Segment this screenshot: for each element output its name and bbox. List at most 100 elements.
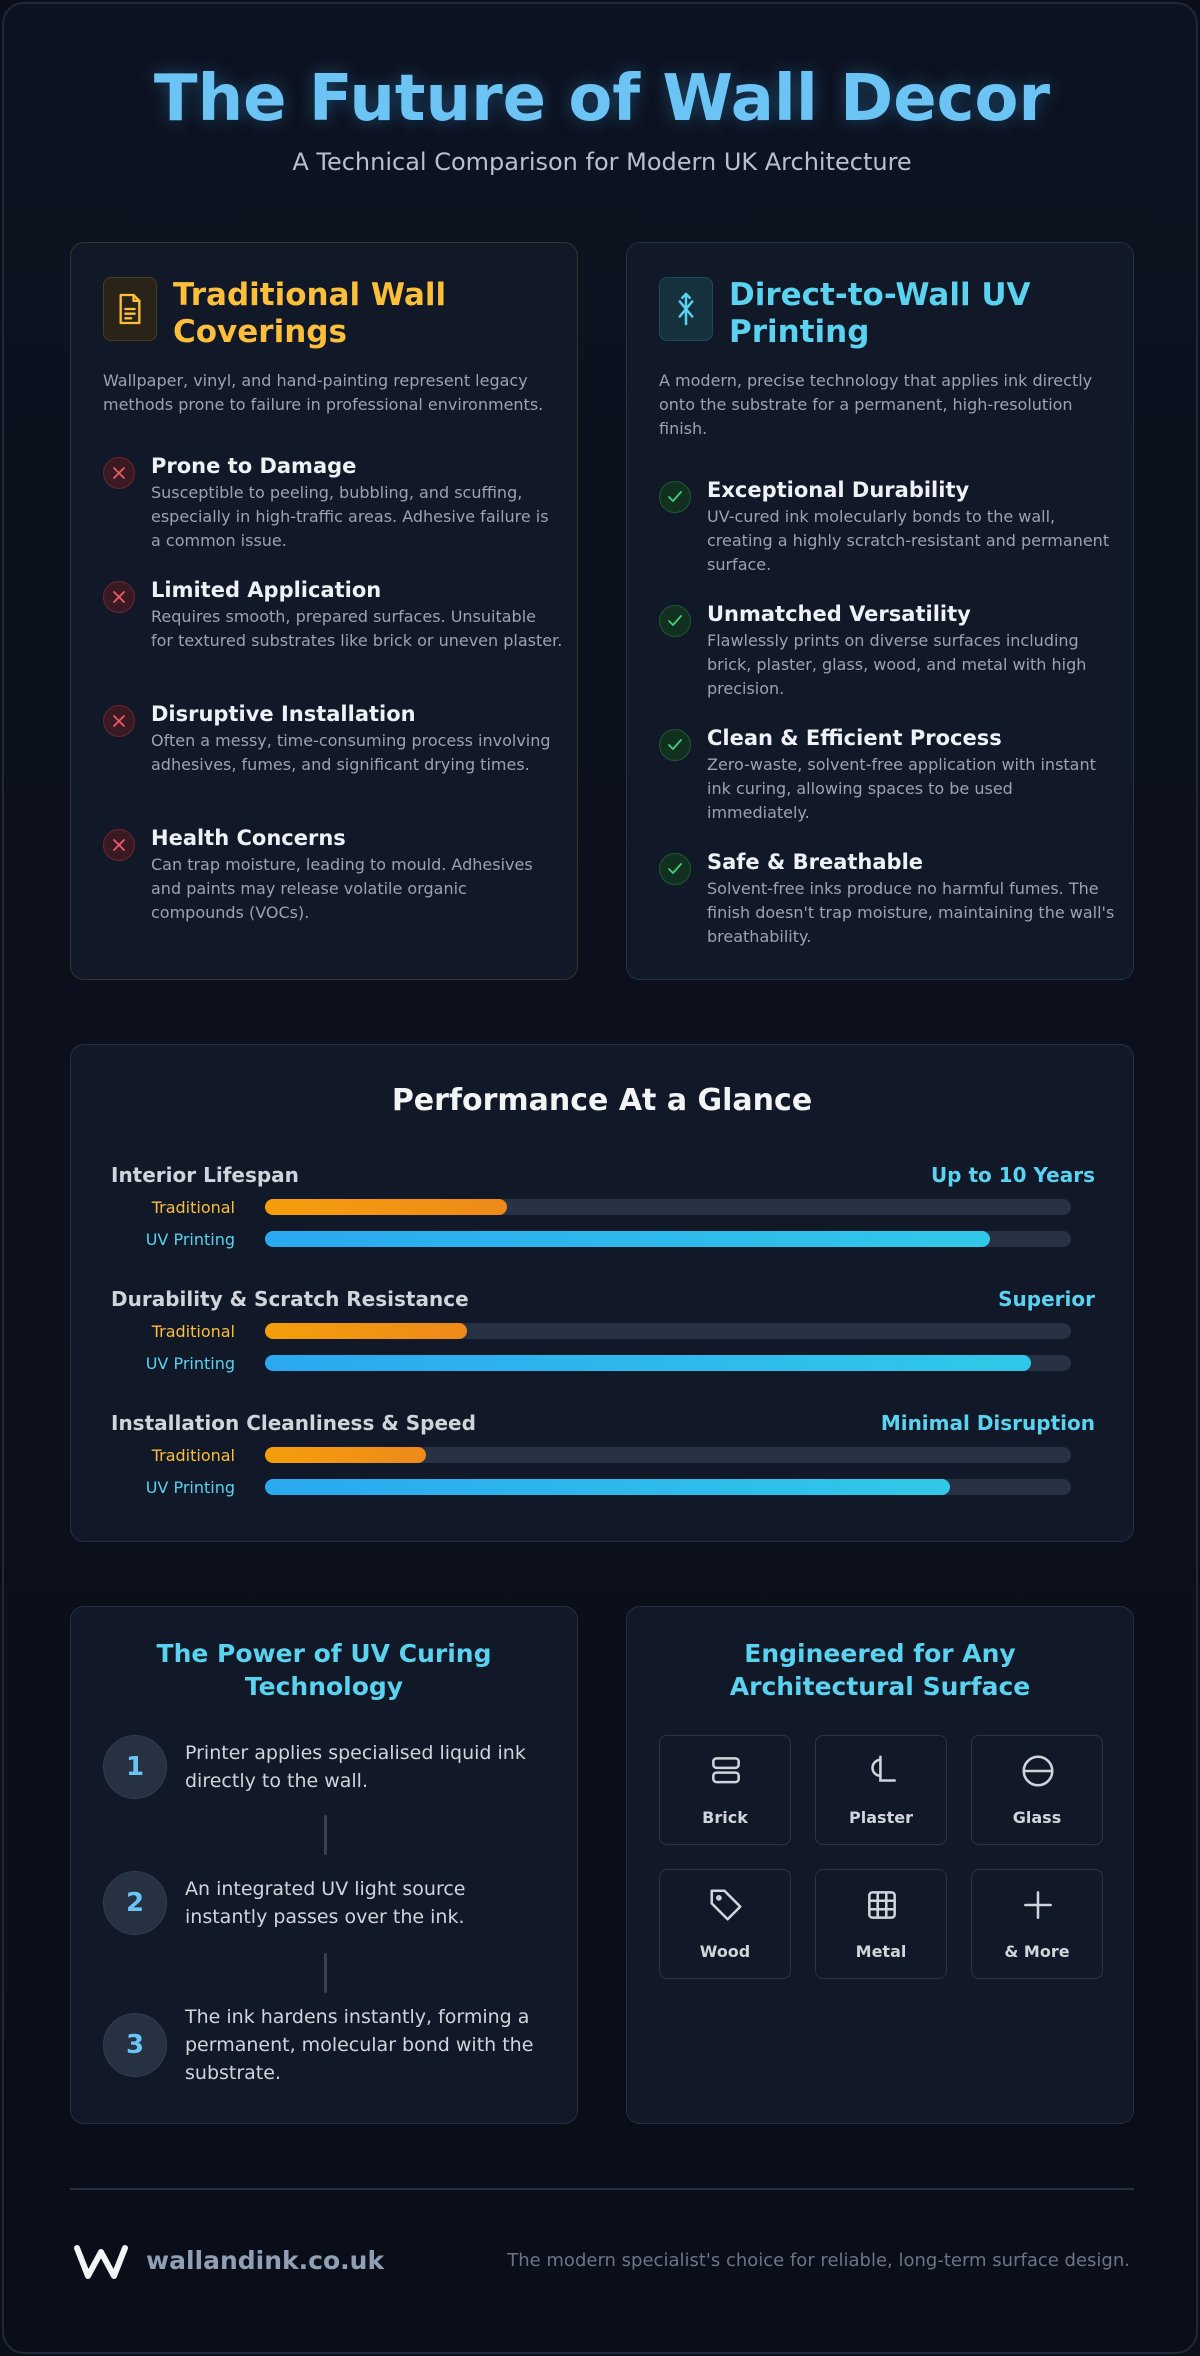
uv-card: Direct-to-Wall UV Printing A modern, pre… — [626, 242, 1134, 980]
curing-step: 1 Printer applies specialised liquid ink… — [103, 1735, 543, 1799]
traditional-feature: Disruptive Installation Often a messy, ti… — [103, 701, 563, 777]
cross-icon — [103, 829, 135, 861]
traditional-feature: Prone to Damage Susceptible to peeling, b… — [103, 453, 563, 553]
feature-title: Safe & Breathable — [707, 850, 924, 874]
feature-title: Health Concerns — [151, 826, 346, 850]
performance-card: Performance At a Glance Interior Lifespa… — [70, 1044, 1134, 1542]
metric-label: Installation Cleanliness & Speed — [111, 1411, 476, 1435]
bar-track — [265, 1231, 1071, 1247]
bar-fill-uv — [265, 1355, 1031, 1371]
bar-label-traditional: Traditional — [151, 1321, 235, 1341]
feature-title: Exceptional Durability — [707, 478, 970, 502]
traditional-description: Wallpaper, vinyl, and hand-painting repr… — [103, 371, 544, 414]
feature-description: Susceptible to peeling, bubbling, and sc… — [151, 483, 549, 550]
cross-icon — [103, 457, 135, 489]
feature-title: Unmatched Versatility — [707, 602, 971, 626]
tag-icon — [710, 1889, 742, 1921]
step-connector — [324, 1953, 327, 1993]
metric-value: Superior — [998, 1287, 1095, 1311]
bar-fill-traditional — [265, 1447, 427, 1463]
feature-description: Flawlessly prints on diverse surfaces in… — [707, 631, 1087, 698]
surfaces-card: Engineered for Any Architectural Surface… — [626, 1606, 1134, 2124]
feature-description: UV-cured ink molecularly bonds to the wa… — [707, 507, 1110, 574]
bar-label-uv: UV Printing — [145, 1229, 235, 1249]
surface-plaster: Plaster — [815, 1735, 947, 1845]
surfaces-title: Engineered for Any Architectural Surface — [729, 1639, 1031, 1701]
check-icon — [659, 729, 691, 761]
bar-track — [265, 1323, 1071, 1339]
plaster-icon — [871, 1755, 896, 1782]
surface-label: Wood — [699, 1942, 751, 1961]
check-icon — [659, 605, 691, 637]
page-title: The Future of Wall Decor — [153, 62, 1051, 136]
metric-lifespan: Interior Lifespan Up to 10 Years Traditio… — [111, 1163, 1095, 1255]
grid-icon — [868, 1891, 896, 1919]
bar-label-uv: UV Printing — [145, 1477, 235, 1497]
uv-description: A modern, precise technology that applie… — [659, 371, 1093, 438]
bar-track — [265, 1447, 1071, 1463]
curing-title: The Power of UV Curing Technology — [156, 1639, 492, 1701]
metric-label: Durability & Scratch Resistance — [111, 1287, 469, 1311]
feature-description: Requires smooth, prepared surfaces. Unsu… — [151, 607, 563, 650]
curing-step: 3 The ink hardens instantly, forming a p… — [103, 2003, 543, 2087]
check-icon — [659, 853, 691, 885]
surface-brick: Brick — [659, 1735, 791, 1845]
surface-label: Brick — [702, 1808, 748, 1827]
traditional-title: Traditional Wall Coverings — [173, 277, 447, 350]
traditional-feature: Health Concerns Can trap moisture, leadin… — [103, 825, 563, 925]
surface-glass: Glass — [971, 1735, 1103, 1845]
uv-feature: Exceptional Durability UV-cured ink molec… — [659, 477, 1119, 577]
step-number: 2 — [103, 1871, 167, 1935]
bar-label-uv: UV Printing — [145, 1353, 235, 1373]
step-text: An integrated UV light source instantly … — [185, 1878, 466, 1928]
feature-description: Zero-waste, solvent-free application wit… — [707, 755, 1096, 822]
surface-label: & More — [1004, 1942, 1070, 1961]
footer-tagline: The modern specialist's choice for relia… — [507, 2250, 1130, 2271]
uv-printer-icon — [659, 277, 713, 341]
feature-title: Clean & Efficient Process — [707, 726, 1002, 750]
document-icon — [103, 277, 157, 341]
surface-more: & More — [971, 1869, 1103, 1979]
bar-fill-uv — [265, 1231, 991, 1247]
feature-description: Often a messy, time-consuming process in… — [151, 731, 551, 774]
bar-label-traditional: Traditional — [151, 1197, 235, 1217]
footer-divider — [70, 2188, 1134, 2190]
feature-title: Disruptive Installation — [151, 702, 416, 726]
bar-fill-traditional — [265, 1323, 467, 1339]
brick-icon — [712, 1757, 740, 1784]
cross-icon — [103, 581, 135, 613]
feature-description: Can trap moisture, leading to mould. Adh… — [151, 855, 533, 922]
step-text: Printer applies specialised liquid ink d… — [185, 1742, 526, 1792]
footer-site-link[interactable]: wallandink.co.uk — [146, 2246, 385, 2275]
surface-metal: Metal — [815, 1869, 947, 1979]
check-icon — [659, 481, 691, 513]
bar-track — [265, 1199, 1071, 1215]
bar-fill-traditional — [265, 1199, 507, 1215]
bar-track — [265, 1479, 1071, 1495]
surface-label: Glass — [1012, 1808, 1062, 1827]
feature-title: Limited Application — [151, 578, 382, 602]
uv-feature: Unmatched Versatility Flawlessly prints o… — [659, 601, 1119, 701]
curing-card: The Power of UV Curing Technology 1 Prin… — [70, 1606, 578, 2124]
uv-feature: Safe & Breathable Solvent-free inks produ… — [659, 849, 1119, 949]
plus-icon — [1024, 1891, 1052, 1919]
performance-title: Performance At a Glance — [391, 1083, 813, 1118]
uv-feature: Clean & Efficient Process Zero-waste, sol… — [659, 725, 1119, 825]
bar-track — [265, 1355, 1071, 1371]
glass-icon — [1022, 1755, 1054, 1787]
bar-label-traditional: Traditional — [151, 1445, 235, 1465]
surface-wood: Wood — [659, 1869, 791, 1979]
metric-value: Up to 10 Years — [930, 1163, 1095, 1187]
logo-icon[interactable] — [72, 2240, 130, 2288]
step-text: The ink hardens instantly, forming a per… — [185, 2006, 534, 2084]
bar-fill-uv — [265, 1479, 951, 1495]
feature-title: Prone to Damage — [151, 454, 357, 478]
step-connector — [324, 1815, 327, 1855]
feature-description: Solvent-free inks produce no harmful fum… — [707, 879, 1115, 946]
curing-step: 2 An integrated UV light source instantl… — [103, 1871, 543, 1935]
page-subtitle: A Technical Comparison for Modern UK Arc… — [292, 148, 912, 176]
step-number: 1 — [103, 1735, 167, 1799]
step-number: 3 — [103, 2013, 167, 2077]
surface-label: Metal — [855, 1942, 907, 1961]
